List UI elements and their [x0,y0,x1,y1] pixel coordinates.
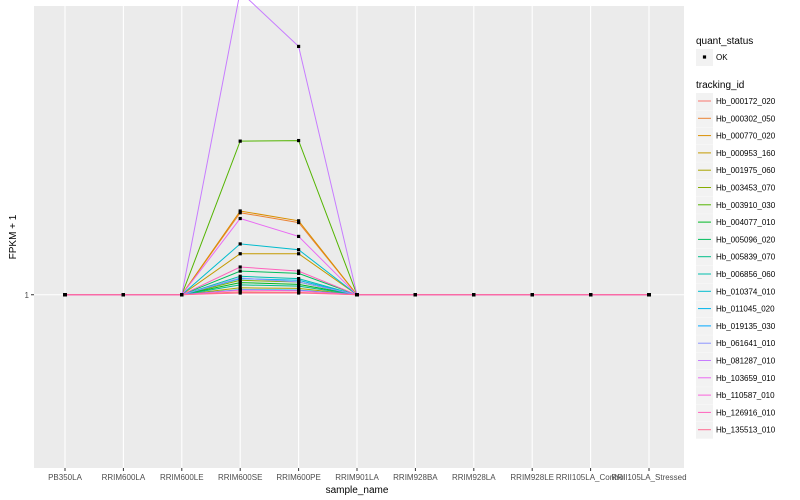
data-point [238,242,242,246]
data-point [238,139,242,143]
x-tick-label: RRIM928LE [510,473,554,482]
x-tick-label: RRIM901LA [335,473,379,482]
legend-label: OK [716,53,728,62]
point-legend-title: quant_status [696,36,753,47]
data-point [238,211,242,215]
data-point [530,293,534,297]
data-point [297,44,301,49]
data-point [297,269,301,273]
data-point [472,293,476,297]
legend-label: Hb_005839_070 [716,253,776,262]
legend-label: Hb_000953_160 [716,149,776,158]
data-point [238,283,242,287]
legend-label: Hb_003453_070 [716,184,776,193]
data-point [238,252,242,256]
data-point [355,293,359,297]
data-point [238,281,242,285]
legend-label: Hb_004077_010 [716,218,776,227]
data-point [121,293,125,297]
x-tick-label: RRIM600SE [218,473,262,482]
plot-panel [34,6,684,468]
data-point [647,293,651,297]
x-tick-label: RRIM600LE [160,473,204,482]
data-point [238,286,242,290]
color-legend-entries: Hb_000172_020 Hb_000302_050 Hb_000770_020 H… [696,93,776,439]
legend-label: Hb_081287_010 [716,357,776,366]
data-point [238,276,242,280]
data-point [297,219,301,223]
x-tick-label: RRIM600LA [102,473,146,482]
legend-label: Hb_110587_010 [716,391,775,400]
color-legend-title: tracking_id [696,80,744,91]
x-axis-title: sample_name [326,485,389,496]
data-point [238,216,242,221]
data-point [297,248,301,252]
x-tick-label: RRIM928LA [452,473,496,482]
data-point [238,274,242,278]
data-point [297,286,301,290]
x-tick-label: RRIM928BA [393,473,438,482]
data-point [297,234,301,239]
legend: quant_status OK tracking_id Hb_000172_02… [696,36,776,439]
data-point [238,209,242,213]
y-tick-label: 1 [25,291,30,300]
point-legend-entries: OK [696,49,728,66]
legend-label: Hb_000302_050 [716,114,776,123]
legend-label: Hb_003910_030 [716,201,776,210]
legend-label: Hb_000770_020 [716,132,776,141]
data-point [297,278,301,282]
legend-label: Hb_006856_060 [716,270,776,279]
legend-label: Hb_126916_010 [716,408,776,417]
data-point [297,282,301,286]
data-point [238,291,242,295]
legend-label: Hb_000172_020 [716,97,776,106]
data-point [589,293,593,297]
legend-label: Hb_103659_010 [716,374,776,383]
data-point [238,265,242,269]
data-point [297,280,301,284]
data-point [297,220,301,225]
y-axis: 1 [25,291,34,300]
data-point [297,138,301,143]
legend-label: Hb_005096_020 [716,235,776,244]
legend-point-key [702,55,707,59]
data-points [63,44,651,297]
data-point [180,293,184,297]
data-point [297,291,301,295]
y-axis-title: FPKM + 1 [8,214,19,259]
data-point [238,288,242,292]
data-point [238,278,242,282]
x-tick-label: PB350LA [48,473,82,482]
data-point [297,271,301,275]
data-point [413,293,417,297]
data-point [297,289,301,293]
x-tick-label: RRII105LA_Stressed [611,473,686,482]
data-point [238,269,242,273]
legend-label: Hb_001975_060 [716,166,776,175]
x-tick-label: RRII105LA_Control [556,473,626,482]
data-point [297,252,301,256]
legend-label: Hb_011045_020 [716,305,775,314]
legend-label: Hb_135513_010 [716,426,776,435]
x-tick-label: RRIM600PE [276,473,320,482]
legend-label: Hb_061641_010 [716,339,776,348]
data-point [63,293,67,297]
legend-label: Hb_010374_010 [716,287,776,296]
legend-label: Hb_019135_030 [716,322,776,331]
x-axis: PB350LA RRIM600LA RRIM600LE RRIM600SE RRIM60… [48,468,687,482]
data-point [297,276,301,281]
data-point [297,284,301,288]
